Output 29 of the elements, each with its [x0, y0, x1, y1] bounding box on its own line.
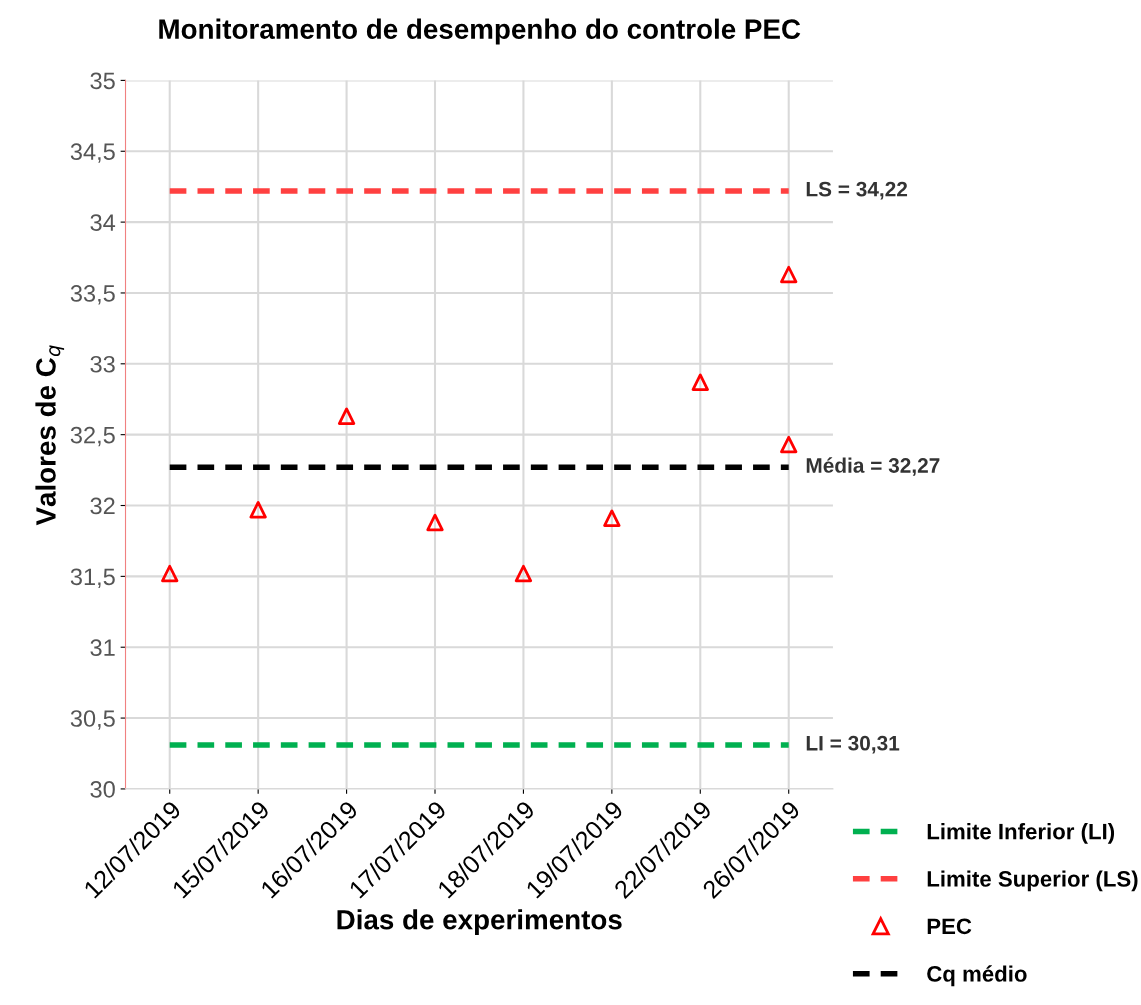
point: [249, 501, 267, 519]
point: [603, 509, 621, 527]
point: [780, 265, 798, 284]
y-tick-label: 35: [90, 72, 115, 90]
y-tick-label: 30: [90, 780, 115, 798]
y-tick-label: 33,5: [70, 285, 115, 305]
point: [691, 373, 709, 391]
y-tick-label: 34: [90, 214, 116, 231]
annotation: Média = 32,27: [806, 457, 940, 476]
y-tick-label: 31,5: [70, 568, 115, 588]
y-tick-label: 33: [90, 355, 115, 373]
legend-label: Limite Superior (LS): [927, 870, 1138, 892]
point: [337, 407, 356, 425]
y-tick-label: 34,5: [70, 143, 115, 163]
legend-label: Cq médio: [927, 965, 1027, 987]
point: [161, 564, 179, 583]
legend-label: PEC: [927, 918, 972, 935]
legend-label: Limite Inferior (LI): [927, 823, 1115, 844]
point: [426, 513, 444, 532]
point: [514, 564, 533, 583]
chart-title: Monitoramento de desempenho do controle PEC: [159, 18, 801, 45]
y-tick-label: 31: [90, 639, 115, 657]
annotation: LI = 30,31: [806, 735, 900, 754]
y-tick-label: 32: [90, 497, 115, 515]
annotation: LS = 34,22: [806, 181, 908, 200]
y-axis-title: Valores de C$_{q}$: [35, 345, 65, 526]
x-axis-title: Dias de experimentos: [337, 909, 622, 936]
y-tick-label: 30,5: [70, 710, 115, 730]
y-tick-label: 32,5: [70, 426, 115, 447]
